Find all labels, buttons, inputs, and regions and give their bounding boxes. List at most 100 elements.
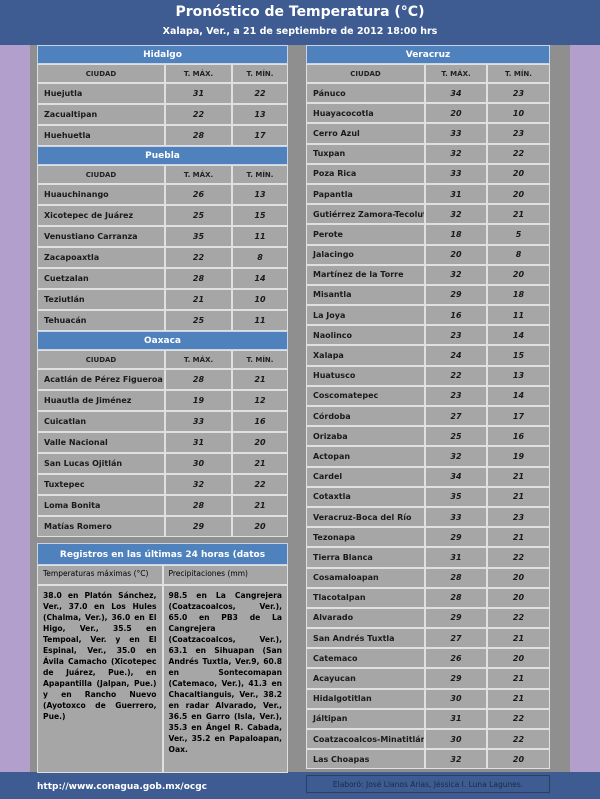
city: Cuetzalan: [37, 268, 165, 289]
min-temp: 20: [487, 648, 550, 669]
city: Huatusco: [306, 365, 425, 386]
right-column: Veracruz CIUDAD T. MÁX. T. MÍN. Pánuco 34 23 Hu…: [306, 45, 550, 770]
city: Misantla: [306, 284, 425, 306]
table-row: Huejutla 31 22: [37, 83, 288, 104]
min-temp: 20: [487, 587, 550, 608]
table-row: Papantla 31 20: [306, 183, 550, 205]
min-temp: 10: [487, 103, 550, 124]
column-header: T. MÍN.: [232, 64, 288, 83]
city: Actopan: [306, 446, 425, 467]
min-temp: 22: [232, 474, 288, 495]
table-row: Huautla de Jiménez 19 12: [37, 390, 288, 411]
section-title: Hidalgo: [37, 45, 288, 64]
min-temp: 5: [487, 224, 550, 245]
table-row: Zacualtipan 22 13: [37, 104, 288, 125]
max-temp: 33: [425, 163, 487, 184]
max-temp: 22: [165, 104, 232, 125]
section: Hidalgo CIUDAD T. MÁX. T. MÍN. Huejutla 31 22 Z…: [37, 45, 288, 146]
city: Tlacotalpan: [306, 587, 425, 608]
min-temp: 22: [487, 708, 550, 729]
max-temp: 32: [165, 474, 232, 495]
city: Acatlán de Pérez Figueroa: [37, 369, 165, 390]
subtitle: Xalapa, Ver., a 21 de septiembre de 2012…: [162, 26, 438, 37]
max-temp: 28: [165, 369, 232, 390]
max-temp: 28: [165, 495, 232, 516]
table-row: Actopan 32 19: [306, 446, 550, 467]
city: Xalapa: [306, 345, 425, 366]
city: Catemaco: [306, 648, 425, 669]
city: Cerro Azul: [306, 123, 425, 144]
table-row: Zacapoaxtla 22 8: [37, 247, 288, 268]
city: Perote: [306, 224, 425, 245]
city: Teziutlán: [37, 289, 165, 310]
max-temp: 32: [425, 264, 487, 285]
table-row: Tlacotalpan 28 20: [306, 587, 550, 608]
min-temp: 20: [487, 163, 550, 184]
max-temp: 31: [425, 708, 487, 729]
min-temp: 20: [487, 264, 550, 285]
max-temp: 19: [165, 390, 232, 411]
footer-band: [0, 772, 600, 799]
min-temp: 11: [232, 226, 288, 247]
column-header: CIUDAD: [37, 165, 165, 184]
max-temp: 29: [425, 284, 487, 306]
city: Acayucan: [306, 668, 425, 689]
column-header: T. MÁX.: [165, 64, 232, 83]
city: Las Choapas: [306, 749, 425, 770]
table-row: Cuetzalan 28 14: [37, 268, 288, 289]
header-row: CIUDAD T. MÁX. T. MÍN.: [37, 350, 288, 369]
observed-title: Registros en las últimas 24 horas (datos…: [37, 543, 288, 582]
column-header: CIUDAD: [306, 64, 425, 83]
city: San Lucas Ojitlán: [37, 453, 165, 474]
city: Coatzacoalcos-Minatitlán: [306, 729, 425, 750]
header-row: CIUDAD T. MÁX. T. MÍN.: [37, 165, 288, 184]
max-temp: 28: [165, 268, 232, 289]
max-temp: 23: [425, 385, 487, 406]
max-temp: 35: [165, 226, 232, 247]
max-temp: 21: [165, 289, 232, 310]
max-temp: 33: [425, 123, 487, 144]
max-temp: 27: [425, 406, 487, 427]
max-temp: 30: [425, 688, 487, 709]
min-temp: 20: [487, 183, 550, 205]
column-header: T. MÁX.: [165, 350, 232, 369]
max-temp: 29: [425, 527, 487, 548]
max-temp: 32: [425, 749, 487, 770]
city: Jalacingo: [306, 244, 425, 265]
min-temp: 21: [487, 527, 550, 548]
min-temp: 21: [487, 486, 550, 507]
table-row: Tierra Blanca 31 22: [306, 547, 550, 568]
min-temp: 21: [487, 668, 550, 689]
min-temp: 21: [232, 453, 288, 474]
min-temp: 13: [232, 184, 288, 205]
city: Jáltipan: [306, 708, 425, 729]
city: Tierra Blanca: [306, 547, 425, 568]
min-temp: 14: [487, 325, 550, 346]
min-temp: 18: [487, 284, 550, 306]
max-temp: 29: [165, 516, 232, 537]
city: La Joya: [306, 305, 425, 326]
max-temp: 29: [425, 607, 487, 629]
max-temp: 33: [425, 506, 487, 528]
max-temp: 16: [425, 305, 487, 326]
table-row: Martínez de la Torre 32 20: [306, 264, 550, 285]
section: Veracruz CIUDAD T. MÁX. T. MÍN. Pánuco 34 23 Hu…: [306, 45, 550, 770]
table-row: Xalapa 24 15: [306, 345, 550, 366]
table-row: Cardel 34 21: [306, 466, 550, 487]
min-temp: 23: [487, 123, 550, 144]
city: Valle Nacional: [37, 432, 165, 453]
header-row: CIUDAD T. MÁX. T. MÍN.: [306, 64, 550, 83]
city: Huejutla: [37, 83, 165, 104]
section-title: Veracruz: [306, 45, 550, 64]
max-temp: 22: [425, 365, 487, 386]
min-temp: 15: [487, 345, 550, 366]
min-temp: 16: [487, 426, 550, 447]
table-row: La Joya 16 11: [306, 305, 550, 326]
min-temp: 21: [232, 369, 288, 390]
min-temp: 22: [487, 143, 550, 164]
table-row: Matías Romero 29 20: [37, 516, 288, 537]
max-temp: 29: [425, 668, 487, 689]
city: Córdoba: [306, 406, 425, 427]
max-temp: 31: [165, 432, 232, 453]
min-temp: 22: [487, 729, 550, 750]
